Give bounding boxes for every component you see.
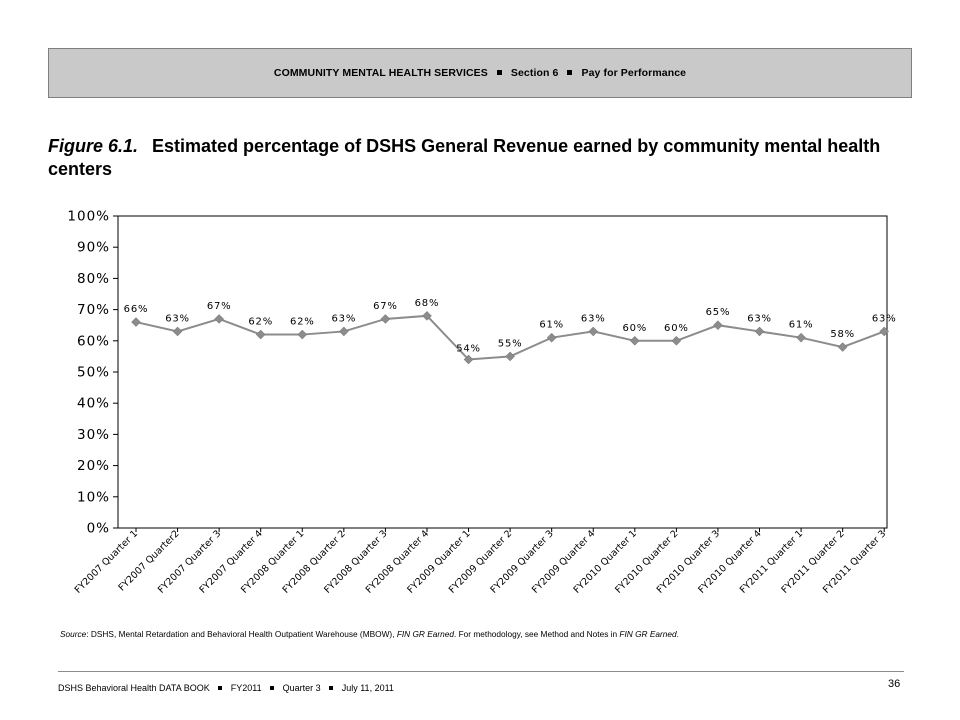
square-bullet-icon	[496, 69, 502, 75]
data-label: 63%	[332, 313, 357, 324]
data-point	[172, 326, 183, 337]
figure-title-text: Estimated percentage of DSHS General Rev…	[48, 136, 881, 179]
data-point	[796, 332, 806, 343]
footer-quarter: Quarter 3	[282, 683, 321, 693]
y-tick-label: 40%	[77, 396, 110, 412]
data-label: 63%	[872, 313, 897, 324]
source-text-middle: . For methodology, see Method and Notes …	[454, 629, 620, 639]
data-label: 60%	[664, 323, 689, 334]
page-number: 36	[888, 678, 901, 690]
data-point	[255, 329, 266, 340]
y-tick-label: 60%	[77, 333, 110, 349]
section-header-bar: COMMUNITY MENTAL HEALTH SERVICES Section…	[48, 48, 912, 98]
source-italic-1: FIN GR Earned	[396, 629, 454, 639]
data-point	[297, 329, 308, 340]
footer-book: DSHS Behavioral Health DATA BOOK	[58, 683, 210, 693]
y-tick-label: 70%	[77, 302, 110, 318]
data-label: 54%	[456, 344, 481, 355]
data-label: 67%	[373, 301, 398, 312]
data-label: 63%	[581, 313, 606, 324]
header-topic: Pay for Performance	[581, 67, 687, 79]
data-label: 67%	[207, 301, 232, 312]
footer-date: July 11, 2011	[341, 683, 394, 693]
footer-divider	[58, 671, 904, 672]
square-bullet-icon	[329, 685, 334, 690]
data-label: 61%	[789, 320, 814, 331]
data-point	[546, 332, 557, 343]
data-point	[671, 335, 682, 346]
source-text-after: .	[676, 629, 679, 639]
header-program: COMMUNITY MENTAL HEALTH SERVICES	[273, 67, 488, 79]
data-point	[505, 351, 515, 362]
y-tick-label: 90%	[77, 240, 110, 256]
y-tick-label: 20%	[77, 458, 110, 474]
source-text-before: : DSHS, Mental Retardation and Behaviora…	[86, 629, 397, 639]
data-point	[463, 354, 474, 365]
series	[131, 310, 890, 365]
source-note: Source: DSHS, Mental Retardation and Beh…	[60, 629, 920, 639]
y-tick-label: 100%	[67, 209, 110, 225]
y-tick-label: 30%	[77, 427, 110, 443]
plot-area	[117, 215, 888, 529]
data-point	[713, 320, 723, 331]
data-label: 62%	[290, 317, 315, 328]
data-point	[837, 342, 848, 352]
y-tick-label: 0%	[87, 521, 110, 537]
data-point	[879, 326, 890, 337]
square-bullet-icon	[567, 69, 573, 75]
data-point	[422, 310, 432, 321]
data-point	[131, 317, 141, 327]
square-bullet-icon	[218, 685, 223, 690]
footer: DSHS Behavioral Health DATA BOOK FY2011 …	[58, 683, 394, 693]
figure-label: Figure 6.1.	[48, 136, 139, 156]
data-point	[338, 326, 349, 337]
source-label: Source	[60, 629, 87, 639]
y-tick-label: 80%	[77, 271, 110, 287]
source-italic-2: FIN GR Earned	[619, 629, 677, 639]
data-labels: 66% 63% 67% 62% 62% 63% 67% 68% 54% 55% 61% 63% 60% 6…	[124, 298, 897, 355]
data-label: 66%	[124, 304, 149, 315]
header-section: Section 6	[510, 67, 559, 79]
data-point	[380, 314, 391, 324]
data-label: 63%	[165, 313, 190, 324]
data-point	[214, 314, 224, 324]
y-axis: 0% 10% 20% 30% 40% 50% 60% 70% 80% 90% 100%	[67, 209, 888, 537]
figure-title: Figure 6.1. Estimated percentage of DSHS …	[48, 135, 918, 181]
data-label: 61%	[539, 320, 564, 331]
data-point	[754, 326, 765, 337]
y-tick-label: 10%	[77, 489, 110, 505]
data-point	[629, 335, 640, 346]
data-label: 58%	[830, 329, 855, 340]
footer-fiscal-year: FY2011	[230, 683, 262, 693]
data-label: 62%	[248, 317, 273, 328]
square-bullet-icon	[270, 685, 275, 690]
data-label: 68%	[415, 298, 440, 309]
data-label: 63%	[747, 313, 772, 324]
data-point	[588, 326, 599, 337]
y-tick-label: 50%	[77, 365, 110, 381]
data-label: 65%	[706, 307, 731, 318]
data-label: 55%	[498, 338, 523, 349]
data-label: 60%	[622, 323, 647, 334]
